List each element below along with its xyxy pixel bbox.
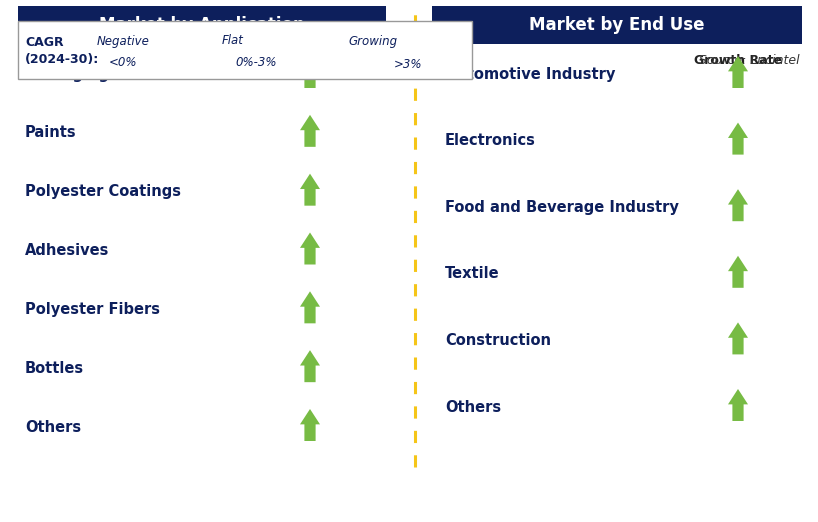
Text: Paints: Paints <box>25 125 77 140</box>
Polygon shape <box>300 232 320 265</box>
Polygon shape <box>399 38 417 66</box>
Polygon shape <box>728 56 748 88</box>
Polygon shape <box>236 45 268 63</box>
Polygon shape <box>728 189 748 221</box>
Text: Polyester Coatings: Polyester Coatings <box>25 184 181 199</box>
Text: <0%: <0% <box>109 56 137 69</box>
Text: Others: Others <box>25 420 81 434</box>
Polygon shape <box>728 323 748 354</box>
Polygon shape <box>300 350 320 382</box>
Polygon shape <box>300 409 320 441</box>
Text: Growing: Growing <box>348 34 398 48</box>
Text: Packaging: Packaging <box>25 66 110 81</box>
Text: Textile: Textile <box>445 266 500 281</box>
FancyBboxPatch shape <box>432 6 802 44</box>
Text: >3%: >3% <box>393 57 422 70</box>
Text: Market by End Use: Market by End Use <box>529 16 705 34</box>
Text: 0%-3%: 0%-3% <box>236 56 276 69</box>
Polygon shape <box>300 174 320 206</box>
Text: Electronics: Electronics <box>445 133 536 148</box>
Polygon shape <box>300 115 320 147</box>
Text: (2024-30):: (2024-30): <box>25 53 99 65</box>
Text: Source: Lucintel: Source: Lucintel <box>699 53 800 66</box>
Text: Polyester Fibers: Polyester Fibers <box>25 302 160 317</box>
Text: Growth Rate: Growth Rate <box>266 54 354 67</box>
Text: Growth Rate: Growth Rate <box>694 54 782 67</box>
Text: Automotive Industry: Automotive Industry <box>445 66 615 81</box>
Polygon shape <box>728 256 748 288</box>
Polygon shape <box>300 291 320 323</box>
Text: Food and Beverage Industry: Food and Beverage Industry <box>445 200 679 215</box>
FancyBboxPatch shape <box>18 21 472 79</box>
Text: Others: Others <box>445 399 501 414</box>
Polygon shape <box>728 389 748 421</box>
Polygon shape <box>300 56 320 88</box>
Text: Construction: Construction <box>445 333 551 348</box>
Text: Negative: Negative <box>97 34 150 48</box>
Text: Bottles: Bottles <box>25 361 84 376</box>
Polygon shape <box>728 123 748 155</box>
Text: Flat: Flat <box>222 34 244 48</box>
Text: Adhesives: Adhesives <box>25 243 110 258</box>
Text: CAGR: CAGR <box>25 37 64 50</box>
Polygon shape <box>115 46 131 68</box>
FancyBboxPatch shape <box>18 6 386 44</box>
Text: Market by Application: Market by Application <box>99 16 305 34</box>
